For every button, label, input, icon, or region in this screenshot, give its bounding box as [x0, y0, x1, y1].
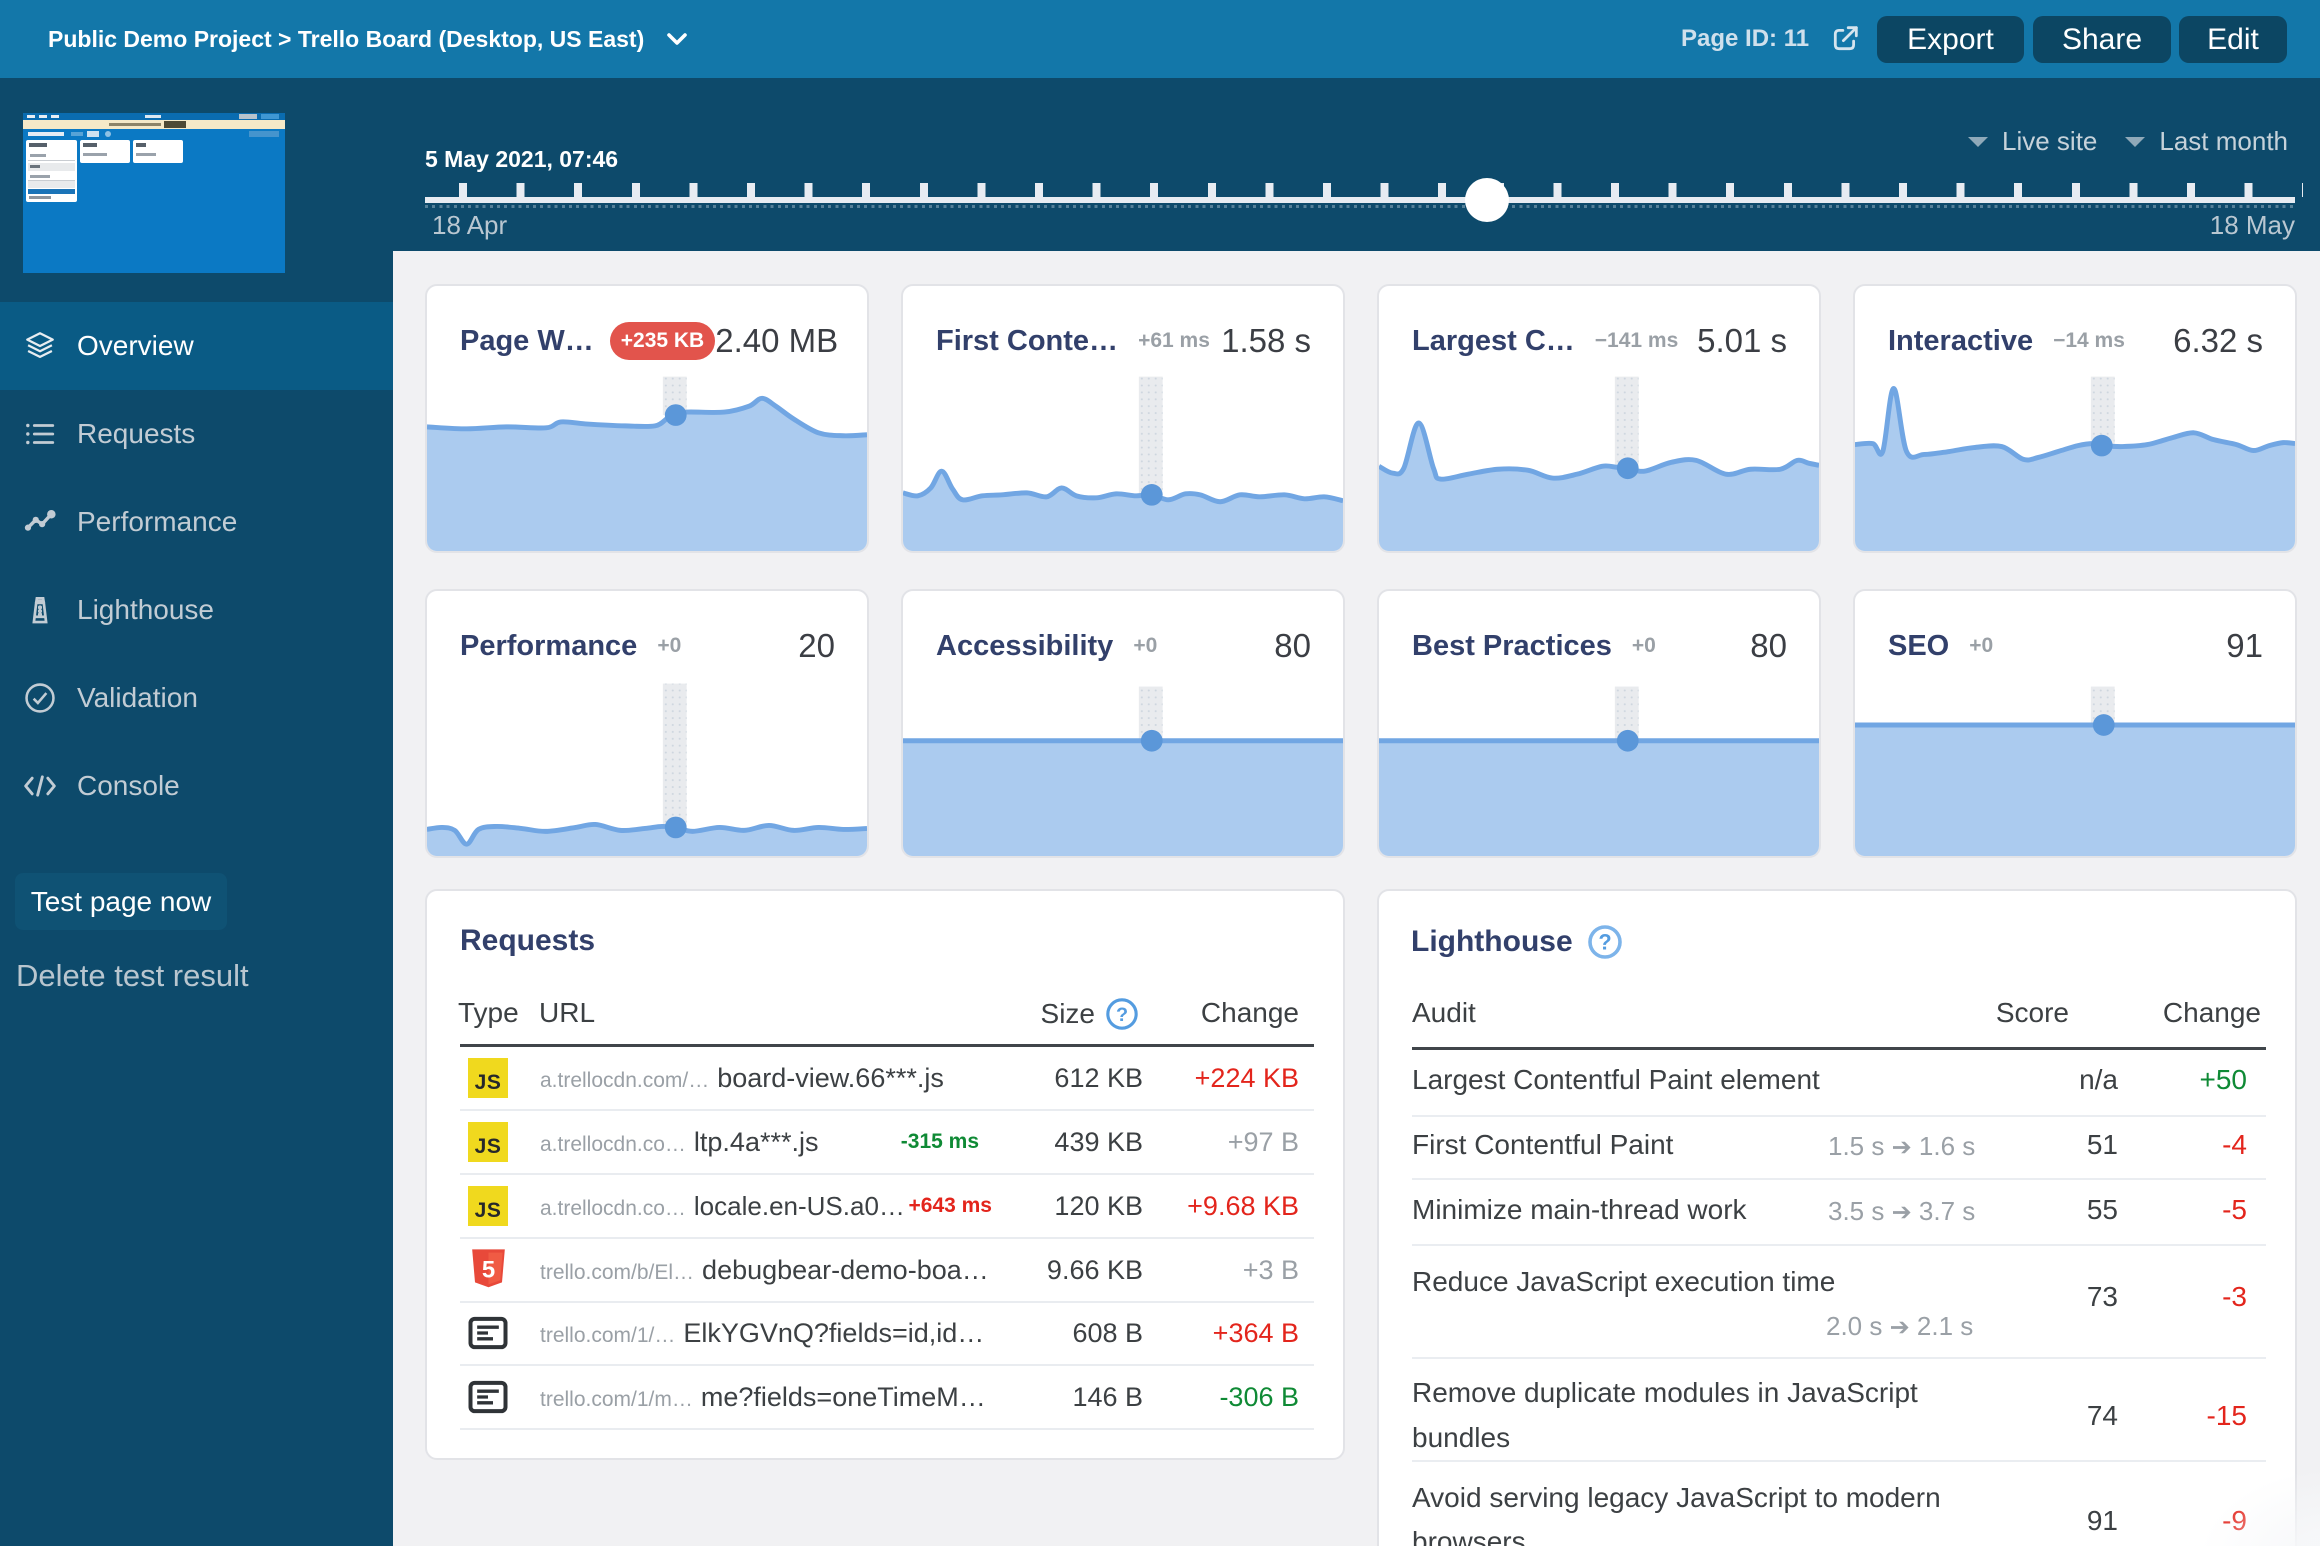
svg-text:?: ? [1598, 930, 1611, 955]
svg-text:5: 5 [481, 1257, 494, 1284]
svg-text:?: ? [1116, 1004, 1128, 1026]
